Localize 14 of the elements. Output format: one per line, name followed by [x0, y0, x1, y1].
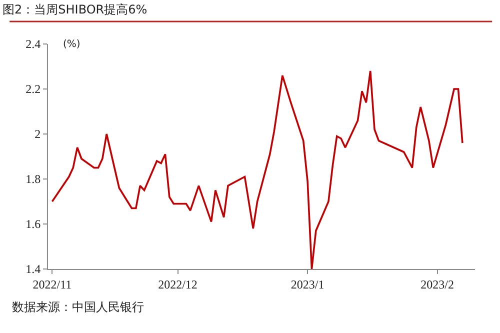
- y-tick-label: 2: [34, 127, 41, 142]
- x-tick-label: 2022/12: [158, 277, 198, 292]
- y-tick-label: 2.4: [26, 37, 41, 52]
- line-series: [51, 70, 464, 269]
- x-tick-label: 2022/11: [32, 277, 72, 292]
- source-note: 数据来源：中国人民银行: [12, 300, 144, 314]
- x-tick-label: 2023/1: [290, 277, 324, 292]
- y-tick-label: 1.4: [26, 262, 41, 276]
- x-tick-label: 2023/2: [420, 277, 454, 292]
- chart-title: 图2：当周SHIBOR提高6%: [2, 2, 148, 16]
- y-tick-label: 1.6: [26, 217, 41, 232]
- y-tick-label: 2.2: [26, 82, 41, 96]
- y-axis-title: (%): [63, 39, 80, 50]
- y-tick-label: 1.8: [26, 172, 41, 186]
